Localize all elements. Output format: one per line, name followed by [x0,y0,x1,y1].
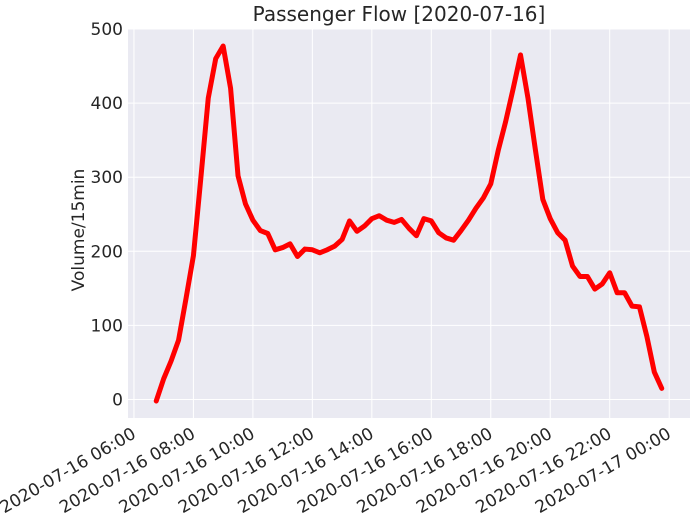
series-layer [153,43,665,404]
chart-title: Passenger Flow [2020-07-16] [253,2,546,26]
y-tick-label: 400 [91,94,123,114]
y-axis-label: Volume/15min [69,169,89,292]
grid [128,28,690,418]
y-axis-ticks: 0 100 200 300 400 500 [91,20,123,410]
y-tick-label: 0 [112,390,123,410]
y-tick-label: 500 [91,20,123,40]
y-tick-label: 300 [91,168,123,188]
y-tick-label: 100 [91,316,123,336]
plot-background [128,29,690,418]
y-tick-label: 200 [91,242,123,262]
series-line [153,43,665,404]
